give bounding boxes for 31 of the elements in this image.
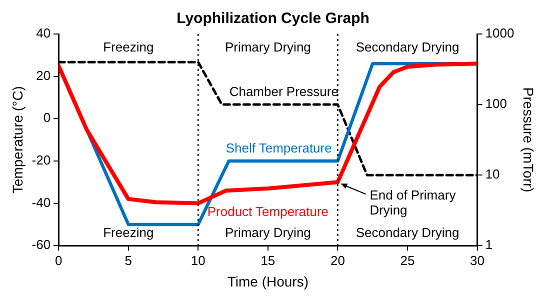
y2-tick-label: 1	[485, 237, 493, 252]
y-tick-label: -20	[32, 152, 51, 168]
x-axis-title: Time (Hours)	[227, 273, 309, 290]
annotation: End of Primary Drying	[370, 188, 456, 218]
chart-title: Lyophilization Cycle Graph	[176, 10, 370, 28]
annotation: Secondary Drying	[356, 40, 460, 55]
x-tick-label: 5	[124, 252, 132, 268]
annotation: Primary Drying	[224, 225, 311, 240]
x-tick-label: 0	[54, 252, 62, 268]
y2-axis-title: Pressure (mTorr)	[520, 87, 537, 192]
y2-tick-label: 100	[485, 96, 507, 112]
x-tick-label: 20	[330, 252, 345, 268]
y-tick-label: -60	[32, 237, 51, 252]
y-axis-title: Temperature (°C)	[9, 86, 26, 194]
x-tick-label: 10	[190, 252, 206, 268]
annotation: Freezing	[103, 40, 154, 55]
y-tick-label: 20	[36, 68, 51, 83]
y-tick-label: 0	[43, 110, 51, 126]
x-tick-label: 25	[400, 252, 415, 268]
x-tick-label: 30	[470, 252, 485, 268]
annotation: Primary Drying	[224, 40, 311, 55]
series-label: Chamber Pressure	[229, 84, 338, 100]
x-tick-label: 15	[260, 252, 276, 268]
series-label: Shelf Temperature	[226, 140, 332, 156]
annotation: Secondary Drying	[356, 225, 460, 240]
annotation: Freezing	[103, 225, 154, 240]
series-label: Product Temperature	[207, 204, 329, 220]
y-tick-label: 40	[36, 26, 51, 41]
y2-tick-label: 10	[485, 166, 500, 182]
y2-tick-label: 1000	[485, 26, 514, 41]
y-tick-label: -40	[32, 194, 51, 210]
